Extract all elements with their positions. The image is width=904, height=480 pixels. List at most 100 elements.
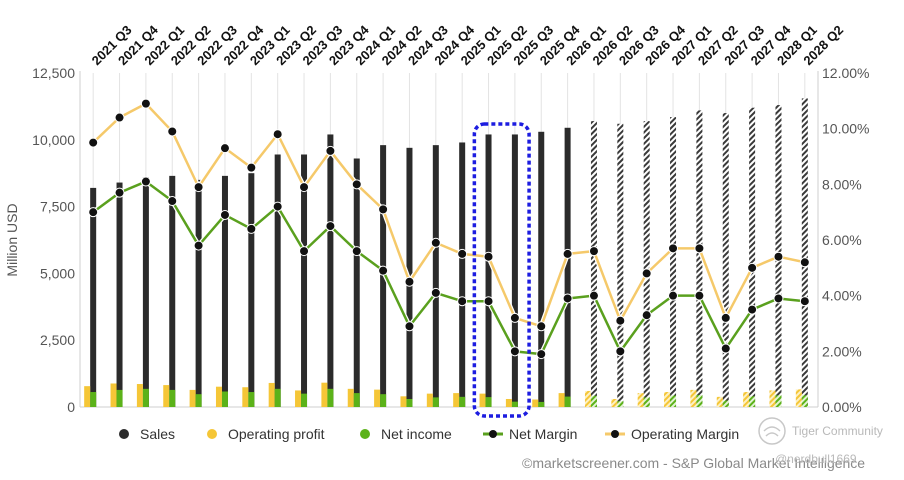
- left-tick-label: 12,500: [32, 65, 75, 81]
- right-tick-label: 4.00%: [822, 288, 862, 304]
- net-margin-point: [694, 290, 705, 301]
- operating-profit-bar: [84, 386, 91, 407]
- sales-bar: [169, 175, 176, 407]
- operating-margin-point: [219, 143, 230, 154]
- net-income-bar: [432, 397, 439, 407]
- operating-margin-point: [351, 179, 362, 190]
- net-income-bar: [406, 398, 413, 407]
- net-income-bar: [301, 393, 308, 407]
- net-income-bar: [722, 400, 729, 407]
- operating-profit-bar: [532, 399, 539, 407]
- net-income-bar: [221, 391, 228, 407]
- left-tick-label: 2,500: [40, 332, 75, 348]
- operating-margin-point: [747, 262, 758, 273]
- operating-margin-point: [246, 162, 257, 173]
- operating-margin-point: [615, 315, 626, 326]
- sales-bar: [116, 182, 123, 407]
- tiger-logo-stripe-icon: [763, 426, 781, 437]
- operating-profit-bar: [110, 383, 117, 407]
- operating-margin-point: [378, 204, 389, 215]
- legend-marker-0: [119, 429, 129, 439]
- net-margin-point: [536, 349, 547, 360]
- legend-marker-2: [360, 429, 370, 439]
- sales-bar: [538, 131, 545, 407]
- operating-margin-point: [272, 129, 283, 140]
- right-axis: 0.00% 2.00% 4.00% 6.00% 8.00% 10.00% 12.00%: [822, 65, 869, 415]
- operating-profit-bar: [795, 389, 802, 407]
- net-margin-point: [562, 293, 573, 304]
- net-margin-point: [167, 196, 178, 207]
- operating-margin-point: [404, 276, 415, 287]
- net-income-bar: [590, 395, 597, 407]
- operating-margin-point: [588, 246, 599, 257]
- sales-bar: [459, 142, 466, 408]
- left-tick-label: 7,500: [40, 199, 75, 215]
- net-margin-point: [272, 201, 283, 212]
- sales-bar: [142, 177, 149, 407]
- left-tick-label: 0: [67, 399, 75, 415]
- watermark-community: Tiger Community: [792, 424, 883, 438]
- left-axis: 0 2,500 5,000 7,500 10,000 12,500: [32, 65, 75, 415]
- sales-bar: [221, 175, 228, 407]
- net-margin-point: [404, 321, 415, 332]
- sales-bar: [696, 110, 703, 408]
- sales-bar: [353, 158, 360, 407]
- margin-lines: [88, 98, 810, 360]
- sales-bar: [749, 107, 756, 408]
- net-income-bar: [274, 388, 281, 407]
- net-margin-point: [351, 246, 362, 257]
- net-margin-point: [246, 223, 257, 234]
- sales-bar: [195, 179, 202, 407]
- operating-margin-point: [720, 312, 731, 323]
- net-margin-point: [588, 290, 599, 301]
- operating-margin-point: [430, 237, 441, 248]
- net-margin-point: [140, 176, 151, 187]
- operating-margin-point: [299, 182, 310, 193]
- operating-profit-bar: [769, 390, 776, 407]
- net-income-bar: [801, 395, 808, 407]
- sales-bar: [485, 134, 492, 407]
- operating-margin-point: [773, 251, 784, 262]
- net-margin-point: [773, 293, 784, 304]
- operating-margin-point: [641, 268, 652, 279]
- sales-bar: [248, 173, 255, 407]
- operating-margin-point: [140, 98, 151, 109]
- right-tick-label: 8.00%: [822, 176, 862, 192]
- net-income-bar: [564, 396, 571, 407]
- sales-bar: [643, 121, 650, 407]
- net-margin-point: [193, 240, 204, 251]
- net-income-bar: [617, 401, 624, 407]
- sales-bar: [432, 145, 439, 408]
- operating-margin-point: [483, 251, 494, 262]
- net-margin-point: [219, 209, 230, 220]
- net-margin-point: [325, 221, 336, 232]
- net-income-bar: [195, 394, 202, 407]
- sales-bar: [274, 154, 281, 407]
- net-income-bar: [696, 394, 703, 407]
- net-margin-point: [615, 346, 626, 357]
- operating-profit-bar: [479, 393, 486, 407]
- operating-margin-point: [325, 145, 336, 156]
- sales-bar: [90, 187, 97, 407]
- operating-margin-point: [694, 243, 705, 254]
- operating-margin-point: [509, 312, 520, 323]
- gridlines: [79, 71, 819, 408]
- operating-margin-point: [536, 321, 547, 332]
- net-margin-point: [430, 287, 441, 298]
- sales-bar: [511, 134, 518, 407]
- operating-profit-bar: [163, 385, 170, 407]
- operating-profit-bar: [637, 393, 644, 407]
- right-tick-label: 6.00%: [822, 232, 862, 248]
- net-margin-point: [88, 207, 99, 218]
- net-margin-point: [114, 187, 125, 198]
- legend-label: Net income: [381, 426, 452, 442]
- legend-label: Operating profit: [228, 426, 325, 442]
- operating-profit-bar: [664, 392, 671, 407]
- net-income-bar: [749, 396, 756, 407]
- operating-profit-bar: [690, 389, 697, 407]
- sales-bar: [801, 98, 808, 407]
- operating-profit-bar: [215, 386, 222, 407]
- legend-label: Operating Margin: [631, 426, 739, 442]
